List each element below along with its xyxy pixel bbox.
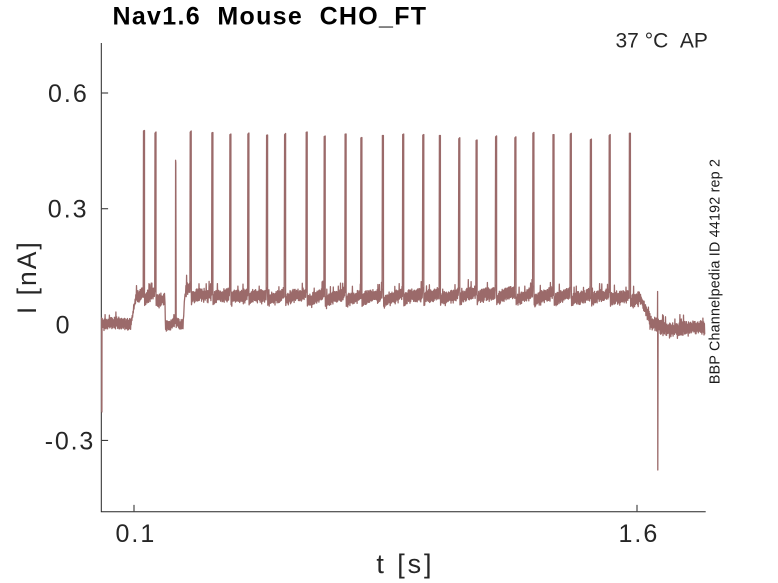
svg-text:0.6: 0.6 bbox=[48, 80, 89, 108]
svg-text:37 °C AP: 37 °C AP bbox=[616, 29, 708, 52]
svg-text:0: 0 bbox=[56, 312, 72, 340]
svg-text:t [s]: t [s] bbox=[376, 549, 434, 579]
svg-text:Nav1.6 Mouse CHO_FT: Nav1.6 Mouse CHO_FT bbox=[113, 2, 428, 30]
svg-text:BBP Channelpedia ID 44192 rep: BBP Channelpedia ID 44192 rep 2 bbox=[707, 159, 723, 384]
svg-text:1.6: 1.6 bbox=[619, 520, 660, 548]
svg-text:0.1: 0.1 bbox=[116, 520, 157, 548]
svg-text:-0.3: -0.3 bbox=[45, 427, 95, 455]
svg-text:I [nA]: I [nA] bbox=[12, 240, 42, 314]
svg-text:0.3: 0.3 bbox=[48, 196, 89, 224]
